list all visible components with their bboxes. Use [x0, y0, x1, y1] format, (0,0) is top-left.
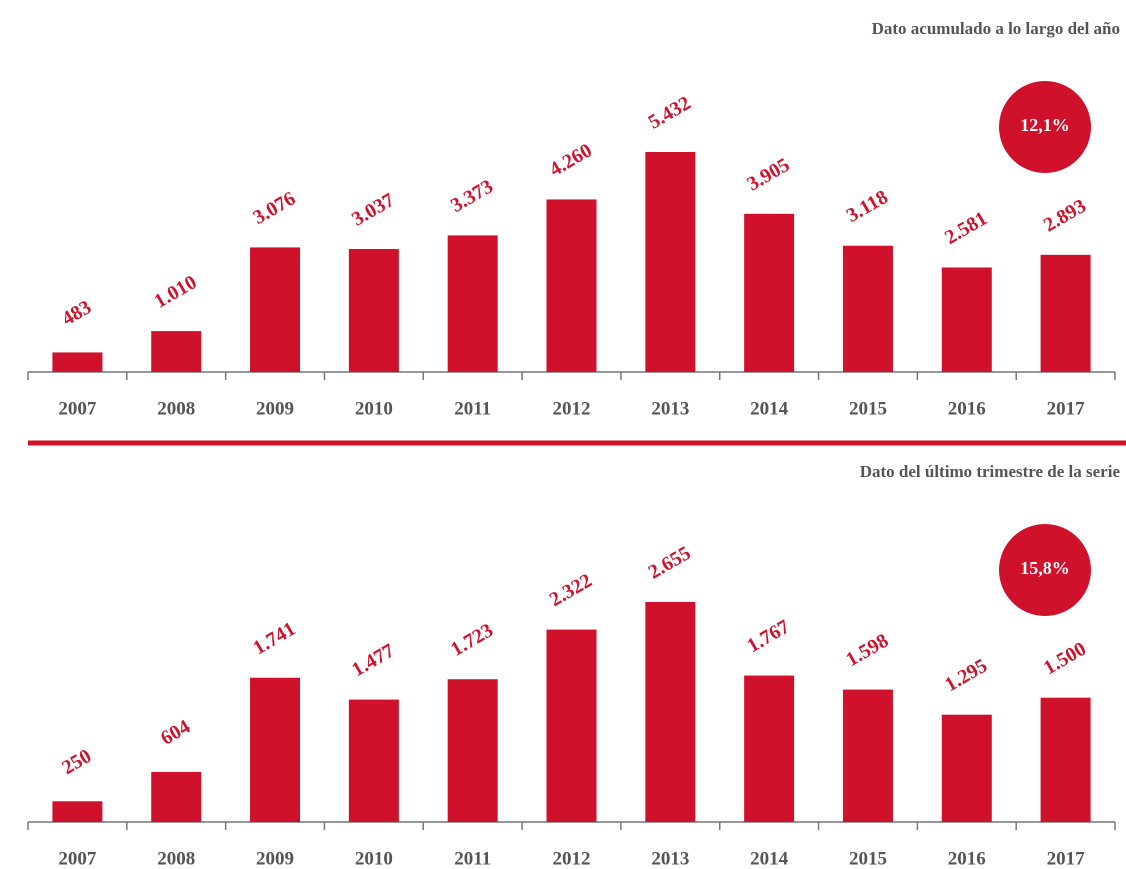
value-label: 1.598	[842, 630, 892, 672]
bar	[1040, 697, 1091, 822]
x-tick-label: 2009	[256, 848, 294, 869]
bar	[348, 248, 399, 372]
x-tick-label: 2014	[750, 848, 789, 869]
x-tick-label: 2011	[454, 848, 491, 869]
value-label: 1.767	[743, 616, 793, 658]
bar	[744, 213, 795, 372]
x-tick-label: 2009	[256, 398, 294, 419]
chart-title: Dato acumulado a lo largo del año	[872, 19, 1120, 38]
bar	[546, 629, 597, 822]
value-label: 2.322	[546, 570, 596, 612]
x-tick-label: 2007	[58, 848, 97, 869]
badge	[999, 81, 1091, 173]
x-tick-label: 2013	[651, 848, 689, 869]
value-label: 250	[58, 745, 95, 779]
bar	[546, 199, 597, 372]
x-tick-label: 2017	[1047, 398, 1086, 419]
value-label: 3.118	[843, 186, 892, 227]
value-label: 1.010	[151, 271, 201, 313]
value-label: 2.893	[1040, 195, 1090, 237]
bar	[842, 245, 893, 372]
bar	[645, 152, 696, 372]
value-label: 1.477	[348, 640, 398, 682]
bar	[744, 675, 795, 822]
value-label: 5.432	[645, 92, 695, 134]
x-tick-label: 2011	[454, 398, 491, 419]
value-label: 483	[58, 296, 95, 330]
badge-label: 12,1%	[1020, 115, 1070, 135]
bar	[250, 247, 301, 372]
value-label: 3.373	[447, 175, 497, 217]
x-tick-label: 2015	[849, 398, 887, 419]
bar	[941, 267, 992, 372]
x-tick-label: 2012	[553, 398, 591, 419]
chart-title: Dato del último trimestre de la serie	[860, 462, 1121, 481]
value-label: 4.260	[546, 139, 596, 181]
x-tick-label: 2010	[355, 848, 393, 869]
value-label: 3.037	[348, 189, 398, 231]
bar	[348, 699, 399, 822]
bar	[250, 677, 301, 822]
value-label: 604	[157, 716, 194, 750]
x-tick-label: 2017	[1047, 848, 1086, 869]
x-tick-label: 2013	[651, 398, 689, 419]
x-tick-label: 2008	[157, 848, 195, 869]
badge-label: 15,8%	[1020, 558, 1070, 578]
value-label: 3.076	[249, 187, 299, 229]
x-tick-label: 2007	[58, 398, 97, 419]
bar	[447, 679, 498, 822]
bar	[52, 801, 103, 822]
value-label: 2.581	[941, 207, 991, 249]
bar	[52, 352, 103, 372]
x-tick-label: 2008	[157, 398, 195, 419]
x-tick-label: 2012	[553, 848, 591, 869]
bar	[151, 331, 202, 372]
value-label: 1.500	[1040, 638, 1090, 680]
bar	[151, 771, 202, 822]
value-label: 1.295	[941, 655, 991, 697]
x-tick-label: 2016	[948, 398, 986, 419]
x-tick-label: 2016	[948, 848, 986, 869]
value-label: 2.655	[645, 542, 695, 584]
bar	[447, 235, 498, 372]
value-label: 3.905	[743, 154, 793, 196]
x-tick-label: 2014	[750, 398, 789, 419]
x-tick-label: 2010	[355, 398, 393, 419]
x-tick-label: 2015	[849, 848, 887, 869]
bar	[645, 602, 696, 822]
bar	[842, 689, 893, 822]
bar	[1040, 254, 1091, 372]
value-label: 1.741	[249, 618, 299, 660]
value-label: 1.723	[447, 619, 497, 661]
badge	[999, 524, 1091, 616]
bar	[941, 714, 992, 822]
